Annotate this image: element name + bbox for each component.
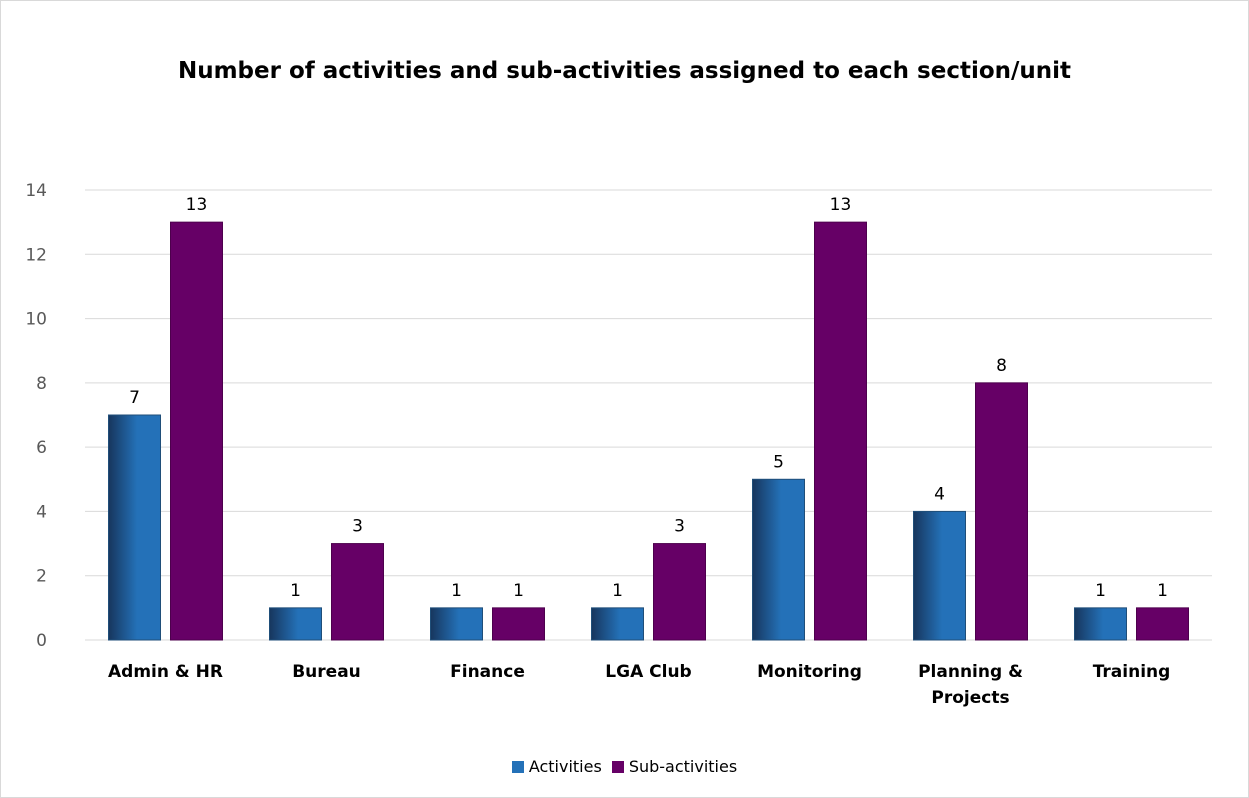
x-tick-label: Monitoring — [757, 662, 862, 682]
gridlines — [85, 189, 1212, 641]
data-label: 7 — [129, 388, 140, 408]
y-tick-label: 10 — [25, 310, 47, 330]
data-label: 1 — [451, 581, 462, 601]
legend-label-activities: Activities — [528, 757, 602, 776]
x-tick-label: Bureau — [292, 662, 361, 682]
data-label: 13 — [186, 195, 208, 215]
data-label: 3 — [674, 517, 685, 537]
x-tick-label: Training — [1093, 662, 1171, 682]
data-label: 3 — [352, 517, 363, 537]
x-axis-ticks: Admin & HR Bureau Finance LGA Club Monitorin… — [108, 662, 1170, 708]
data-label: 1 — [1095, 581, 1106, 601]
y-tick-label: 8 — [36, 374, 47, 394]
bar-sub-activities — [492, 607, 545, 641]
bar-sub-activities — [975, 382, 1028, 641]
legend-swatch-activities — [511, 760, 524, 773]
bar-sub-activities — [170, 221, 223, 641]
bar-activities — [752, 478, 805, 641]
y-tick-label: 14 — [25, 181, 47, 201]
bar-activities — [913, 510, 966, 641]
y-tick-label: 4 — [36, 502, 47, 522]
y-tick-label: 12 — [25, 245, 47, 265]
bars — [108, 221, 1189, 641]
legend: Activities Sub-activities — [0, 757, 1249, 776]
y-tick-label: 2 — [36, 567, 47, 587]
data-label: 1 — [612, 581, 623, 601]
data-label: 1 — [290, 581, 301, 601]
chart-title: Number of activities and sub-activities … — [177, 58, 1072, 84]
data-label: 1 — [1157, 581, 1168, 601]
bar-activities — [591, 607, 644, 641]
bar-activities — [269, 607, 322, 641]
x-tick-label: Planning & — [918, 662, 1023, 682]
data-label: 13 — [830, 195, 852, 215]
data-label: 4 — [934, 484, 945, 504]
bar-activities — [430, 607, 483, 641]
legend-label-sub-activities: Sub-activities — [628, 757, 738, 776]
x-tick-label: Admin & HR — [108, 662, 223, 682]
legend-swatch-sub-activities — [611, 760, 624, 773]
y-axis-ticks: 0 2 4 6 8 10 12 14 — [25, 181, 47, 651]
x-tick-label: Projects — [931, 688, 1009, 708]
data-label: 8 — [996, 356, 1007, 376]
data-label: 5 — [773, 452, 784, 472]
bar-activities — [108, 414, 161, 641]
y-tick-label: 0 — [36, 631, 47, 651]
x-tick-label: LGA Club — [605, 662, 691, 682]
bar-sub-activities — [814, 221, 867, 641]
x-tick-label: Finance — [450, 662, 525, 682]
legend-item-sub-activities: Sub-activities — [611, 757, 738, 776]
bar-sub-activities — [331, 543, 384, 641]
bar-sub-activities — [1136, 607, 1189, 641]
bar-sub-activities — [653, 543, 706, 641]
y-tick-label: 6 — [36, 438, 47, 458]
data-label: 1 — [513, 581, 524, 601]
legend-item-activities: Activities — [511, 757, 602, 776]
bar-activities — [1074, 607, 1127, 641]
